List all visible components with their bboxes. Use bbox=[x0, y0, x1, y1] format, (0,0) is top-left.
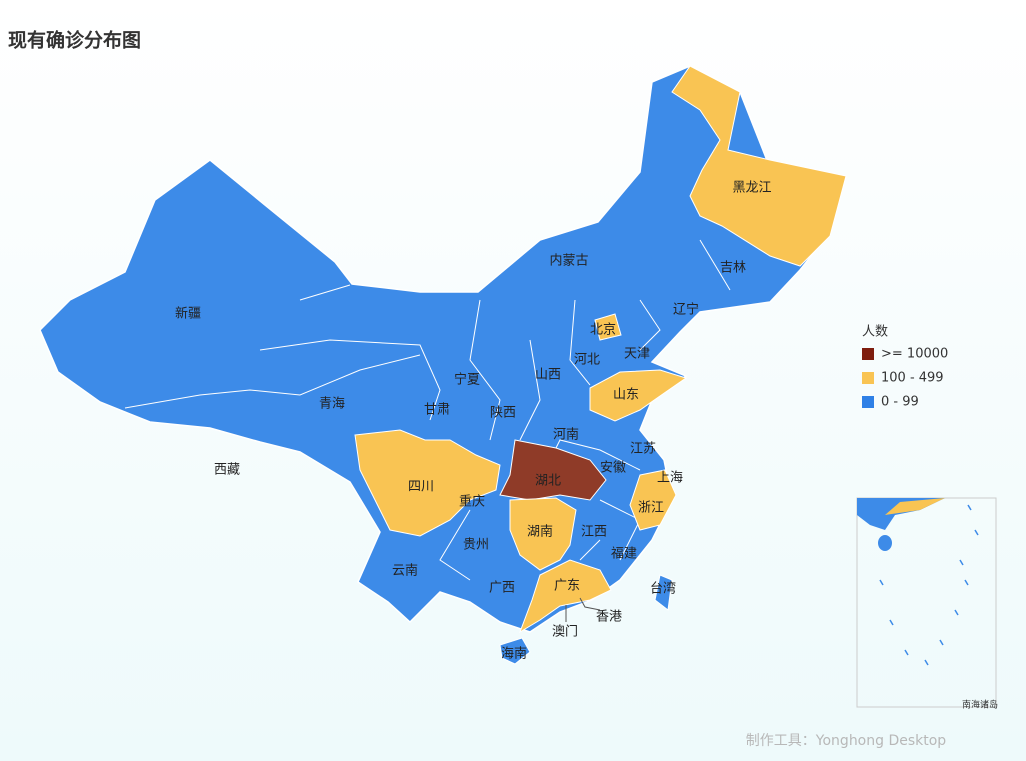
inset-island bbox=[967, 504, 972, 511]
province-label: 河北 bbox=[574, 353, 600, 368]
province bbox=[354, 429, 501, 537]
inset-island bbox=[924, 659, 929, 666]
province bbox=[654, 574, 673, 611]
legend-label: 100 - 499 bbox=[881, 371, 944, 386]
province-label: 贵州 bbox=[463, 538, 489, 553]
province-border bbox=[124, 354, 421, 409]
province-border bbox=[439, 509, 471, 581]
legend-swatch bbox=[862, 348, 874, 360]
province-label: 广西 bbox=[489, 581, 515, 596]
province-label: 甘肃 bbox=[424, 403, 450, 418]
province-border bbox=[569, 299, 591, 386]
province-label: 安徽 bbox=[600, 461, 626, 476]
province-label: 四川 bbox=[408, 480, 434, 495]
legend-swatch bbox=[862, 372, 874, 384]
legend: >= 10000 100 - 499 0 - 99 bbox=[862, 347, 948, 410]
province-label: 浙江 bbox=[638, 501, 664, 516]
province-label: 陕西 bbox=[490, 406, 516, 421]
inset-island bbox=[889, 619, 894, 626]
province-label: 江西 bbox=[581, 525, 607, 540]
legend-label: >= 10000 bbox=[881, 347, 948, 362]
province-label: 吉林 bbox=[720, 261, 746, 276]
province-label: 台湾 bbox=[650, 581, 676, 597]
province-border bbox=[699, 239, 731, 291]
province-label: 新疆 bbox=[175, 306, 201, 322]
inset-island bbox=[959, 559, 964, 566]
inset-island bbox=[939, 639, 944, 646]
province-label: 上海 bbox=[657, 471, 683, 486]
province-label: 北京 bbox=[590, 323, 616, 338]
inset-label: 南海诸岛 bbox=[962, 699, 998, 711]
title: 现有确诊分布图 bbox=[8, 29, 141, 52]
province bbox=[509, 497, 577, 571]
province-label: 云南 bbox=[392, 563, 418, 579]
province bbox=[499, 637, 531, 665]
province-label: 内蒙古 bbox=[549, 253, 588, 269]
province-label: 辽宁 bbox=[673, 302, 699, 318]
leader-line bbox=[579, 597, 601, 611]
province-label: 山西 bbox=[535, 368, 561, 383]
province-label: 西藏 bbox=[214, 463, 240, 478]
province bbox=[589, 369, 688, 422]
province-label: 宁夏 bbox=[454, 372, 480, 388]
province-border bbox=[579, 539, 601, 561]
inset-island bbox=[964, 579, 969, 586]
province-label: 河南 bbox=[553, 427, 579, 443]
province-border bbox=[259, 339, 441, 421]
province-label: 重庆 bbox=[459, 494, 485, 510]
inset-island bbox=[974, 529, 979, 536]
province-label: 青海 bbox=[319, 397, 345, 412]
province-label: 天津 bbox=[624, 347, 650, 362]
legend-swatch bbox=[862, 396, 874, 408]
inset-island bbox=[954, 609, 959, 616]
inset-frame bbox=[856, 497, 997, 708]
province-label: 湖南 bbox=[527, 524, 553, 540]
province-label: 香港 bbox=[596, 610, 622, 625]
inset-land bbox=[885, 498, 945, 515]
province-border bbox=[519, 339, 541, 441]
province-label: 广东 bbox=[554, 579, 580, 594]
province-border bbox=[469, 299, 501, 441]
province-label: 福建 bbox=[611, 547, 637, 562]
province-label: 湖北 bbox=[535, 474, 561, 489]
province bbox=[519, 559, 612, 634]
province-label: 山东 bbox=[613, 388, 639, 403]
legend-label: 0 - 99 bbox=[881, 395, 919, 410]
province-label: 黑龙江 bbox=[732, 181, 771, 196]
credit: 制作工具：Yonghong Desktop bbox=[746, 733, 947, 749]
province-label: 江苏 bbox=[630, 441, 656, 457]
province bbox=[671, 65, 847, 267]
province-border bbox=[299, 284, 351, 301]
province-label: 海南 bbox=[501, 646, 527, 662]
inset-map bbox=[857, 498, 979, 666]
legend-title: 人数 bbox=[862, 325, 888, 340]
province-border bbox=[639, 299, 661, 351]
province-label: 澳门 bbox=[552, 624, 578, 640]
province bbox=[629, 469, 677, 531]
province bbox=[499, 439, 607, 501]
province bbox=[594, 313, 622, 341]
inset-land bbox=[878, 535, 892, 551]
inset-island bbox=[904, 649, 909, 656]
inset-island bbox=[879, 579, 884, 586]
